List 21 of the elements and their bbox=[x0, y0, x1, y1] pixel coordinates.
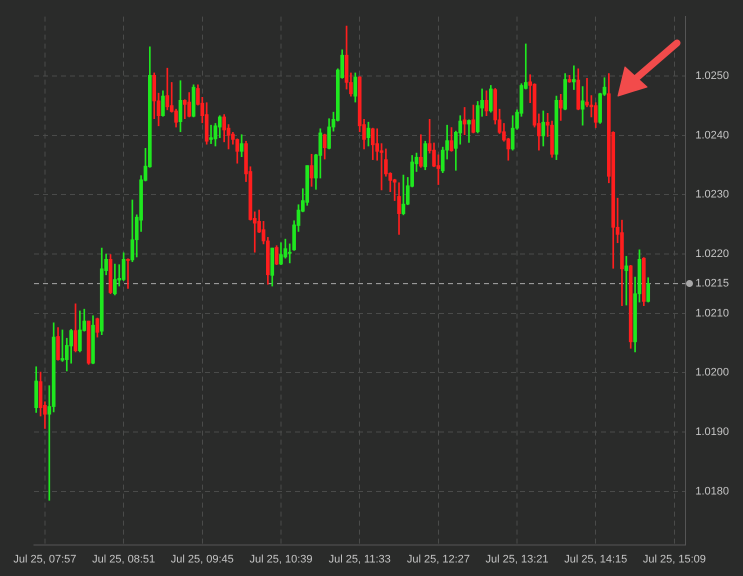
candlestick bbox=[467, 120, 471, 143]
y-tick-label: 1.0200 bbox=[695, 366, 730, 379]
x-tick-label: Jul 25, 08:51 bbox=[92, 553, 156, 566]
x-tick-label: Jul 25, 12:27 bbox=[406, 553, 470, 566]
x-tick-label: Jul 25, 10:39 bbox=[249, 553, 312, 566]
y-tick-label: 1.0240 bbox=[695, 129, 730, 142]
y-tick-label: 1.0180 bbox=[695, 485, 730, 498]
x-tick-label: Jul 25, 14:15 bbox=[564, 553, 628, 566]
y-tick-label: 1.0190 bbox=[695, 426, 730, 438]
x-tick-label: Jul 25, 11:33 bbox=[328, 553, 391, 566]
y-tick-label: 1.0250 bbox=[695, 70, 730, 82]
y-tick-label: 1.0210 bbox=[695, 307, 730, 320]
ref-line-label: 1.0215 bbox=[695, 278, 730, 290]
y-tick-label: 1.0220 bbox=[695, 248, 730, 260]
candlestick bbox=[126, 258, 130, 289]
y-tick-label: 1.0230 bbox=[695, 188, 730, 201]
x-tick-label: Jul 25, 07:57 bbox=[13, 553, 76, 566]
candlestick bbox=[209, 124, 213, 144]
x-tick-label: Jul 25, 13:21 bbox=[486, 553, 549, 566]
x-tick-label: Jul 25, 15:09 bbox=[642, 553, 706, 566]
x-tick-label: Jul 25, 09:45 bbox=[170, 553, 234, 566]
